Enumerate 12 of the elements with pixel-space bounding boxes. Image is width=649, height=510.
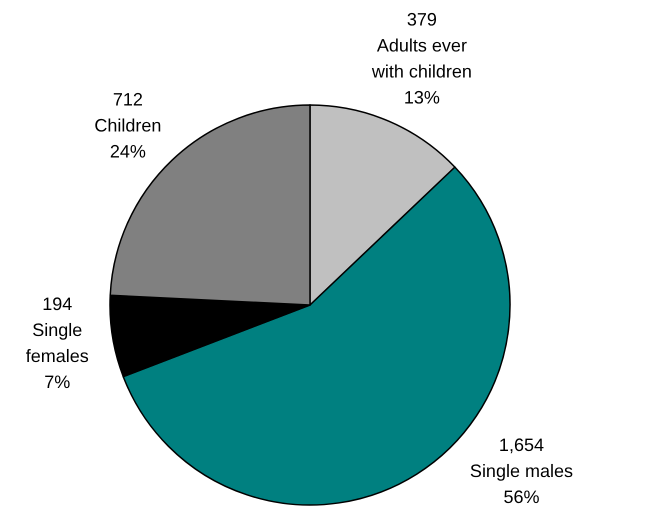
text: 24% [110,141,146,162]
text: 7% [44,372,70,392]
data-label: 194 [42,294,72,314]
slice-label: Single females [26,320,89,366]
text: 13% [404,88,440,108]
text: 56% [503,487,540,508]
data-label: 1,654 [498,435,544,456]
slice-label: Adults ever with children [370,36,472,82]
data-label: 379 [406,10,437,30]
slice-label: Single males [470,461,573,482]
slice-label: Children [94,115,162,136]
data-label: 712 [112,89,143,110]
